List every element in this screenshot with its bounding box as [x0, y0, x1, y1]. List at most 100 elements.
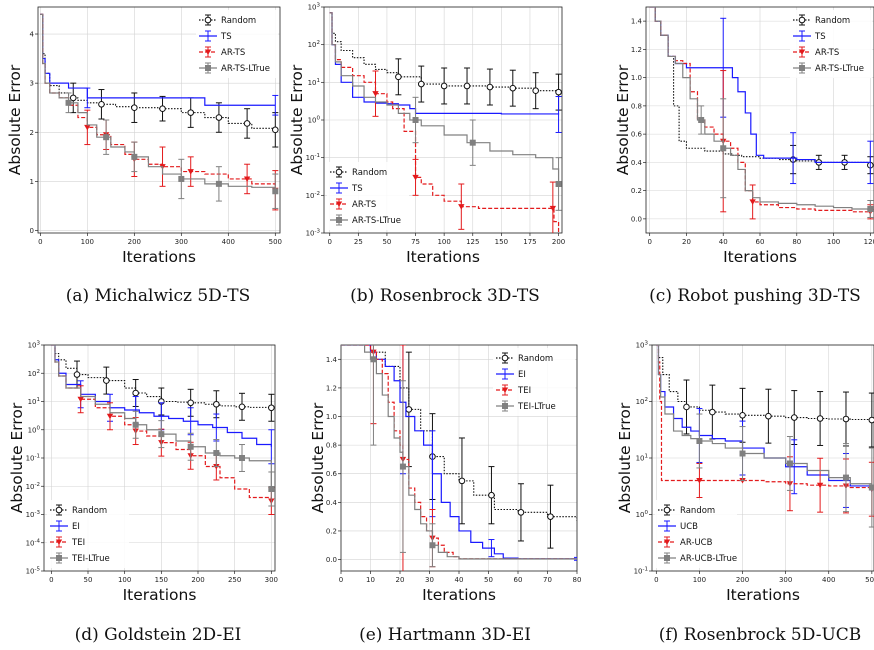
y-tick-label: 10-1 — [26, 454, 40, 463]
legend-label: Random — [680, 506, 715, 516]
chart-panel-3: 0 20 40 60 80 100 120 0.0 0.2 0.4 0.6 0.8 1.0 1.2 1.4 I… — [614, 6, 874, 306]
legend: Random TS AR-TS AR-TS-LTrue — [327, 162, 409, 230]
series-line — [40, 13, 276, 192]
x-tick-label: 100 — [693, 576, 706, 584]
marker-square — [215, 180, 222, 187]
plot-area — [51, 345, 275, 515]
y-tick-label: 101 — [28, 397, 40, 406]
marker-circle — [555, 88, 562, 96]
marker-triangle — [798, 49, 806, 55]
series-tei-ltrue — [51, 345, 275, 507]
series-line — [656, 345, 873, 493]
panel-caption: (b) Rosenbrock 3D-TS — [350, 286, 540, 306]
legend-label: Random — [72, 506, 107, 516]
legend-label: Random — [518, 354, 553, 364]
x-axis-label: Iterations — [726, 586, 800, 604]
y-tick-label: 0.8 — [326, 442, 337, 450]
marker-circle — [103, 377, 110, 384]
marker-triangle — [335, 201, 343, 207]
legend-label: AR-TS-LTrue — [352, 216, 401, 226]
series-line — [649, 7, 871, 210]
y-tick-label: 0.8 — [631, 102, 642, 110]
x-tick-label: 200 — [191, 576, 204, 584]
marker-square — [867, 205, 874, 212]
y-tick-label: 103 — [28, 341, 41, 350]
x-tick-label: 200 — [552, 238, 565, 246]
marker-circle — [501, 354, 509, 362]
legend-label: AR-TS — [352, 200, 376, 210]
legend-label: TS — [220, 32, 232, 42]
marker-square — [158, 431, 165, 438]
marker-circle — [159, 105, 166, 112]
marker-circle — [405, 406, 413, 413]
marker-square — [696, 437, 703, 444]
marker-square — [205, 65, 211, 71]
panel-caption: (a) Michalwicz 5D-TS — [66, 286, 250, 306]
x-tick-label: 20 — [396, 576, 405, 584]
series-line — [51, 345, 272, 489]
x-tick-label: 0 — [647, 238, 651, 246]
marker-triangle — [243, 176, 251, 182]
marker-circle — [243, 120, 251, 127]
marker-square — [698, 117, 705, 123]
x-tick-label: 100 — [118, 576, 131, 584]
marker-square — [213, 450, 220, 457]
legend-label: EI — [518, 370, 526, 380]
legend-label: AR-TS-LTrue — [221, 64, 270, 74]
series-ar-ucb-ltrue — [656, 345, 874, 528]
marker-circle — [395, 73, 402, 81]
legend-label: EI — [72, 522, 80, 532]
x-tick-label: 50 — [484, 576, 493, 584]
legend-label: AR-UCB-LTrue — [680, 554, 737, 564]
marker-circle — [69, 94, 77, 102]
y-tick-label: 10-5 — [26, 567, 41, 576]
marker-triangle — [372, 91, 379, 97]
marker-square — [187, 443, 194, 450]
y-tick-label: 0.2 — [631, 187, 642, 195]
x-tick-label: 0 — [38, 238, 42, 246]
y-tick-label: 10-2 — [306, 191, 320, 200]
marker-triangle — [696, 477, 703, 484]
series-line — [329, 12, 560, 233]
legend-label: AR-UCB — [680, 538, 713, 548]
marker-triangle — [663, 539, 671, 545]
marker-square — [272, 188, 279, 195]
marker-square — [103, 134, 110, 141]
marker-circle — [842, 415, 850, 423]
marker-square — [336, 217, 342, 223]
marker-circle — [663, 506, 671, 514]
marker-square — [65, 99, 72, 106]
x-axis-label: Iterations — [422, 586, 496, 604]
x-tick-label: 60 — [514, 576, 523, 584]
y-axis-label: Absolute Error — [616, 402, 634, 513]
chart-panel-4: 0 50 100 150 200 250 300 10-5 10-4 10-3 10-2 10-1 10… — [8, 341, 278, 646]
marker-square — [412, 117, 419, 123]
legend-label: AR-TS — [221, 48, 245, 58]
marker-circle — [440, 82, 448, 90]
marker-triangle — [749, 199, 756, 205]
marker-circle — [709, 408, 716, 416]
y-axis-label: Absolute Error — [6, 64, 24, 175]
marker-square — [178, 175, 185, 182]
marker-square — [786, 460, 793, 467]
series-ar-ts-ltrue — [649, 7, 874, 218]
x-tick-label: 200 — [128, 238, 141, 246]
plot-area — [329, 12, 562, 233]
legend-label: TEI-LTrue — [517, 402, 556, 412]
x-tick-label: 0 — [49, 576, 53, 584]
marker-circle — [486, 83, 494, 91]
series-ar-ts — [329, 12, 560, 233]
y-tick-label: 1.4 — [326, 356, 338, 364]
x-tick-label: 125 — [466, 238, 479, 246]
x-tick-label: 20 — [682, 238, 691, 246]
y-tick-label: 1.0 — [631, 74, 642, 82]
x-tick-label: 500 — [865, 576, 874, 584]
y-tick-label: 0.0 — [326, 556, 337, 564]
marker-square — [239, 455, 245, 461]
marker-triangle — [816, 482, 824, 489]
x-axis-label: Iterations — [123, 586, 197, 604]
series-line — [656, 345, 873, 421]
plot-area — [656, 345, 874, 528]
x-tick-label: 400 — [822, 576, 835, 584]
